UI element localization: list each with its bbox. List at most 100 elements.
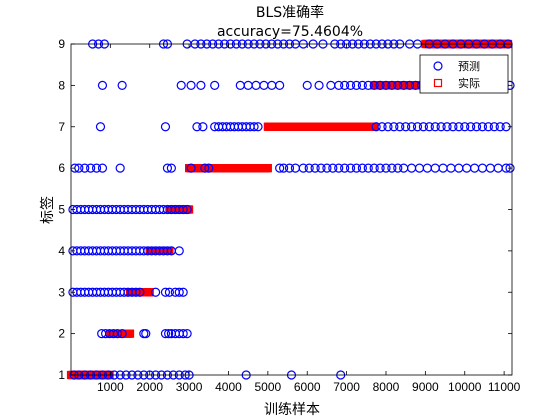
- predicted-point: [340, 163, 350, 173]
- predicted-point: [389, 122, 399, 132]
- predicted-point: [166, 163, 176, 173]
- predicted-point: [471, 122, 482, 132]
- y-tick-label: 4: [58, 244, 65, 258]
- predicted-point: [448, 122, 458, 132]
- predicted-point: [393, 80, 403, 90]
- predicted-point: [86, 163, 96, 173]
- y-tick-label: 8: [58, 78, 65, 92]
- x-tick-label: 6000: [294, 380, 321, 394]
- predicted-point: [363, 80, 373, 90]
- predicted-point: [334, 80, 344, 90]
- y-tick-label: 6: [58, 161, 65, 175]
- predicted-point: [91, 163, 102, 173]
- predicted-point: [369, 80, 379, 90]
- predicted-point: [377, 122, 387, 132]
- x-tick-label: 11000: [488, 380, 521, 394]
- predicted-point: [182, 204, 192, 215]
- predicted-point: [115, 163, 125, 173]
- predicted-point: [430, 122, 440, 132]
- predicted-point: [249, 122, 259, 132]
- predicted-point: [117, 80, 127, 90]
- predicted-point: [460, 122, 470, 132]
- predicted-point: [186, 163, 196, 173]
- predicted-point: [363, 163, 373, 173]
- predicted-point: [466, 122, 476, 132]
- legend-marker-predicted: [433, 61, 443, 71]
- predicted-point: [284, 163, 295, 173]
- legend-label-actual: 实际: [458, 76, 480, 90]
- predicted-point: [198, 122, 208, 132]
- predicted-point: [80, 163, 90, 173]
- predicted-point: [381, 80, 391, 90]
- predicted-point: [351, 163, 362, 173]
- predicted-point: [160, 122, 171, 132]
- predicted-point: [174, 287, 184, 297]
- predicted-point: [314, 80, 324, 90]
- predicted-point: [186, 80, 196, 90]
- predicted-point: [399, 80, 409, 90]
- predicted-point: [412, 122, 423, 132]
- predicted-point: [275, 80, 285, 90]
- predicted-point: [328, 163, 338, 173]
- predicted-point: [322, 163, 332, 173]
- legend-marker-actual: [433, 78, 443, 88]
- predicted-point: [204, 163, 214, 173]
- predicted-point: [495, 122, 505, 132]
- predicted-point: [196, 80, 206, 90]
- x-tick-label: 1000: [97, 380, 124, 394]
- x-tick-label: 8000: [373, 380, 400, 394]
- predicted-point: [387, 163, 397, 173]
- predicted-point: [112, 329, 123, 339]
- predicted-point: [176, 80, 186, 90]
- predicted-point: [108, 329, 119, 339]
- predicted-point: [253, 122, 263, 132]
- predicted-point: [298, 163, 308, 173]
- predicted-point: [160, 329, 171, 339]
- predicted-point: [160, 287, 171, 297]
- predicted-point: [302, 80, 312, 90]
- x-tick-label: 3000: [176, 380, 203, 394]
- predicted-point: [406, 122, 417, 132]
- predicted-point: [178, 287, 188, 297]
- predicted-point: [151, 287, 161, 297]
- predicted-point: [316, 163, 326, 173]
- y-axis-label: 标签: [39, 196, 56, 224]
- predicted-point: [393, 163, 403, 173]
- x-tick-label: 2000: [136, 380, 163, 394]
- predicted-point: [310, 163, 320, 173]
- predicted-point: [95, 122, 106, 132]
- predicted-point: [162, 246, 173, 256]
- y-tick-label: 7: [58, 120, 65, 134]
- predicted-point: [375, 163, 385, 173]
- predicted-point: [351, 80, 362, 90]
- y-tick-label: 9: [58, 37, 65, 51]
- predicted-point: [164, 329, 174, 339]
- predicted-point: [357, 163, 367, 173]
- predicted-point: [387, 80, 397, 90]
- x-tick-label: 9000: [412, 380, 439, 394]
- predicted-point: [505, 163, 515, 173]
- predicted-point: [489, 122, 499, 132]
- predicted-point: [164, 287, 175, 297]
- chart-subtitle: accuracy=75.4604%: [217, 24, 363, 40]
- predicted-point: [369, 163, 379, 173]
- predicted-point: [117, 329, 127, 339]
- legend-label-predicted: 预测: [458, 60, 480, 73]
- predicted-point: [357, 80, 367, 90]
- predicted-point: [97, 163, 108, 173]
- y-tick-label: 5: [58, 203, 65, 217]
- x-tick-label: 10000: [448, 380, 482, 394]
- y-tick-label: 3: [58, 285, 65, 299]
- predicted-point: [200, 163, 210, 173]
- legend: 预测 实际: [419, 54, 509, 94]
- y-tick-label: 1: [58, 368, 65, 382]
- predicted-point: [371, 122, 381, 132]
- predicted-point: [97, 80, 108, 90]
- predicted-point: [410, 80, 421, 90]
- predicted-point: [405, 80, 415, 90]
- predicted-point: [381, 163, 391, 173]
- predicted-point: [345, 163, 356, 173]
- x-tick-label: 7000: [333, 380, 360, 394]
- predicted-point: [279, 163, 289, 173]
